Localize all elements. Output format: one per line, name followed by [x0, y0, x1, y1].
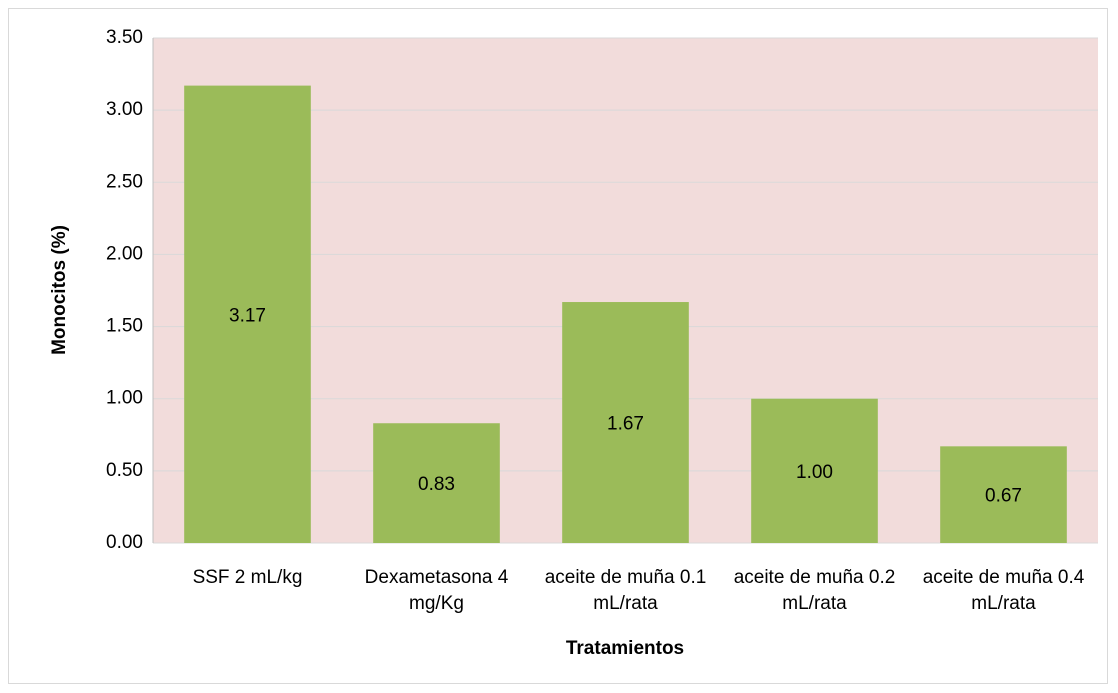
x-tick-label: aceite de muña 0.2 mL/rata [733, 567, 896, 614]
y-tick-label: 3.50 [106, 27, 143, 48]
y-tick-label: 0.50 [106, 460, 143, 481]
y-tick-label: 2.50 [106, 171, 143, 192]
x-tick-label: SSF 2 mL/kg [192, 567, 303, 588]
data-label: 1.00 [796, 462, 833, 483]
x-axis-title: Tratamientos [566, 638, 684, 659]
chart-border [8, 8, 1108, 684]
bar [184, 85, 311, 543]
bar [562, 302, 689, 543]
y-axis-title: Monocitos (%) [49, 225, 70, 355]
y-tick-label: 2.00 [106, 243, 143, 264]
y-tick-label: 0.00 [106, 532, 143, 553]
data-label: 0.83 [418, 474, 455, 495]
data-label: 3.17 [229, 305, 266, 326]
y-tick-label: 1.50 [106, 316, 143, 337]
bar [751, 398, 878, 543]
bar [373, 423, 500, 543]
data-label: 0.67 [985, 486, 1022, 507]
data-label: 1.67 [607, 414, 644, 435]
x-tick-label: Dexametasona 4 mg/Kg [364, 567, 509, 614]
x-tick-label: aceite de muña 0.4 mL/rata [922, 567, 1085, 614]
y-tick-label: 1.00 [106, 388, 143, 409]
y-tick-label: 3.00 [106, 99, 143, 120]
bar [940, 446, 1067, 543]
x-tick-label: aceite de muña 0.1 mL/rata [544, 567, 707, 614]
